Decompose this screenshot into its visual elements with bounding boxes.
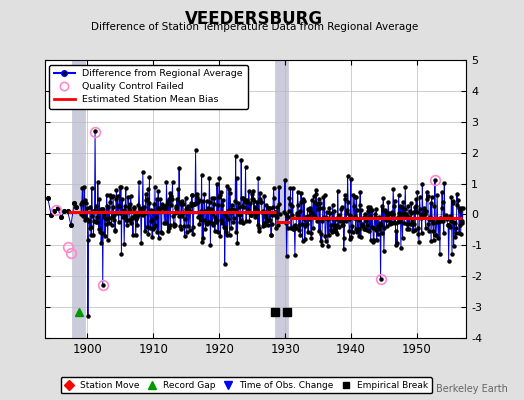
Legend: Difference from Regional Average, Quality Control Failed, Estimated Station Mean: Difference from Regional Average, Qualit…: [49, 65, 248, 109]
Text: VEEDERSBURG: VEEDERSBURG: [185, 10, 323, 28]
Text: Berkeley Earth: Berkeley Earth: [436, 384, 508, 394]
Legend: Station Move, Record Gap, Time of Obs. Change, Empirical Break: Station Move, Record Gap, Time of Obs. C…: [61, 377, 432, 394]
Text: Difference of Station Temperature Data from Regional Average: Difference of Station Temperature Data f…: [91, 22, 418, 32]
